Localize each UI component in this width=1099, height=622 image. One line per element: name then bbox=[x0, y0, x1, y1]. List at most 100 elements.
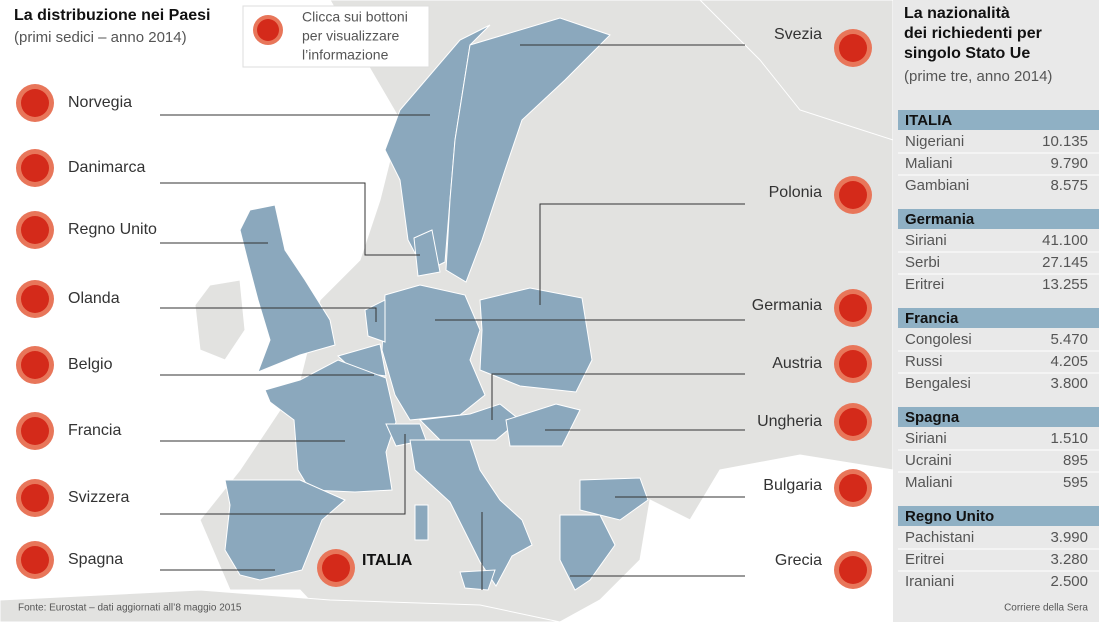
source: Fonte: Eurostat – dati aggiornati all’8 … bbox=[18, 603, 242, 614]
bulgaria bbox=[579, 477, 649, 521]
hint-line: l’informazione bbox=[302, 47, 389, 63]
country-label: Danimarca bbox=[68, 159, 145, 176]
country-label: Norvegia bbox=[68, 94, 132, 111]
hint-box: Clicca sui bottoni per visualizzare l’in… bbox=[242, 5, 430, 68]
country-label: Spagna bbox=[68, 551, 123, 568]
country-label: Ungheria bbox=[757, 413, 822, 430]
group-header-bg bbox=[898, 110, 1099, 130]
row-value: 2.500 bbox=[1050, 573, 1088, 590]
country-button-inner[interactable] bbox=[21, 546, 49, 574]
row-value: 1.510 bbox=[1050, 430, 1088, 447]
sidebar-title: singolo Stato Ue bbox=[904, 45, 1030, 62]
hint-line: Clicca sui bottoni bbox=[302, 9, 408, 25]
row-label: Bengalesi bbox=[905, 375, 971, 392]
group-header: Francia bbox=[905, 310, 959, 327]
group-header-bg bbox=[898, 407, 1099, 427]
sicily bbox=[459, 569, 496, 591]
credit: Corriere della Sera bbox=[1004, 603, 1088, 614]
group-header-bg bbox=[898, 506, 1099, 526]
country-button-inner[interactable] bbox=[21, 351, 49, 379]
spain bbox=[224, 479, 346, 581]
row-value: 27.145 bbox=[1042, 254, 1088, 271]
row-label: Serbi bbox=[905, 254, 940, 271]
ireland bbox=[194, 279, 246, 361]
country-button-inner[interactable] bbox=[839, 474, 867, 502]
country-button-inner[interactable] bbox=[21, 154, 49, 182]
row-value: 13.255 bbox=[1042, 276, 1088, 293]
country-button-inner[interactable] bbox=[839, 408, 867, 436]
row-value: 8.575 bbox=[1050, 177, 1088, 194]
group-header: ITALIA bbox=[905, 112, 952, 129]
country-label: Bulgaria bbox=[763, 477, 822, 494]
country-button-inner[interactable] bbox=[839, 181, 867, 209]
row-value: 3.280 bbox=[1050, 551, 1088, 568]
row-label: Gambiani bbox=[905, 177, 969, 194]
title: La distribuzione nei Paesi bbox=[14, 7, 211, 24]
country-button-inner[interactable] bbox=[21, 417, 49, 445]
hungary bbox=[505, 403, 581, 447]
row-value: 41.100 bbox=[1042, 232, 1088, 249]
group-header: Spagna bbox=[905, 409, 960, 426]
row-label: Siriani bbox=[905, 430, 947, 447]
row-label: Eritrei bbox=[905, 551, 944, 568]
sardinia bbox=[414, 504, 429, 541]
leader-line bbox=[539, 203, 745, 305]
country-label: Olanda bbox=[68, 290, 120, 307]
greece bbox=[559, 514, 616, 591]
sweden bbox=[445, 17, 611, 283]
group-header: Regno Unito bbox=[905, 508, 994, 525]
row-value: 9.790 bbox=[1050, 155, 1088, 172]
country-button-inner[interactable] bbox=[839, 350, 867, 378]
row-value: 10.135 bbox=[1042, 133, 1088, 150]
hint-icon-inner bbox=[257, 19, 279, 41]
country-button-inner[interactable] bbox=[839, 556, 867, 584]
country-label: Svezia bbox=[774, 26, 822, 43]
row-label: Nigeriani bbox=[905, 133, 964, 150]
group-header: Germania bbox=[905, 211, 975, 228]
row-label: Maliani bbox=[905, 474, 953, 491]
sidebar-subtitle: (prime tre, anno 2014) bbox=[904, 68, 1052, 85]
country-button-inner[interactable] bbox=[21, 89, 49, 117]
country-label: Svizzera bbox=[68, 489, 129, 506]
france bbox=[264, 359, 397, 493]
country-label: Grecia bbox=[775, 552, 822, 569]
row-value: 595 bbox=[1063, 474, 1088, 491]
row-value: 5.470 bbox=[1050, 331, 1088, 348]
country-button-inner[interactable] bbox=[322, 554, 350, 582]
country-label: Polonia bbox=[769, 184, 822, 201]
country-button-inner[interactable] bbox=[21, 216, 49, 244]
country-label: Germania bbox=[752, 297, 822, 314]
leader-line bbox=[160, 434, 406, 515]
row-value: 4.205 bbox=[1050, 353, 1088, 370]
leader-lines bbox=[160, 44, 745, 590]
poland bbox=[479, 287, 593, 393]
row-value: 3.990 bbox=[1050, 529, 1088, 546]
row-label: Siriani bbox=[905, 232, 947, 249]
row-label: Russi bbox=[905, 353, 943, 370]
leader-line bbox=[160, 182, 420, 256]
hint-line: per visualizzare bbox=[302, 28, 399, 44]
africa bbox=[0, 589, 561, 622]
subtitle: (primi sedici – anno 2014) bbox=[14, 29, 187, 46]
country-button-inner[interactable] bbox=[839, 294, 867, 322]
row-value: 895 bbox=[1063, 452, 1088, 469]
denmark bbox=[413, 229, 441, 277]
sidebar-title: dei richiedenti per bbox=[904, 25, 1042, 42]
row-value: 3.800 bbox=[1050, 375, 1088, 392]
country-label: Belgio bbox=[68, 356, 113, 373]
country-button-inner[interactable] bbox=[21, 285, 49, 313]
group-header-bg bbox=[898, 308, 1099, 328]
highlight-label: ITALIA bbox=[362, 552, 413, 569]
country-button-inner[interactable] bbox=[21, 484, 49, 512]
row-label: Congolesi bbox=[905, 331, 972, 348]
country-button-inner[interactable] bbox=[839, 34, 867, 62]
map bbox=[0, 0, 894, 622]
leader-line bbox=[491, 373, 745, 420]
norway bbox=[384, 24, 491, 273]
row-label: Eritrei bbox=[905, 276, 944, 293]
leader-line bbox=[160, 307, 377, 322]
italy bbox=[409, 439, 533, 587]
country-label: Regno Unito bbox=[68, 221, 157, 238]
row-label: Pachistani bbox=[905, 529, 974, 546]
